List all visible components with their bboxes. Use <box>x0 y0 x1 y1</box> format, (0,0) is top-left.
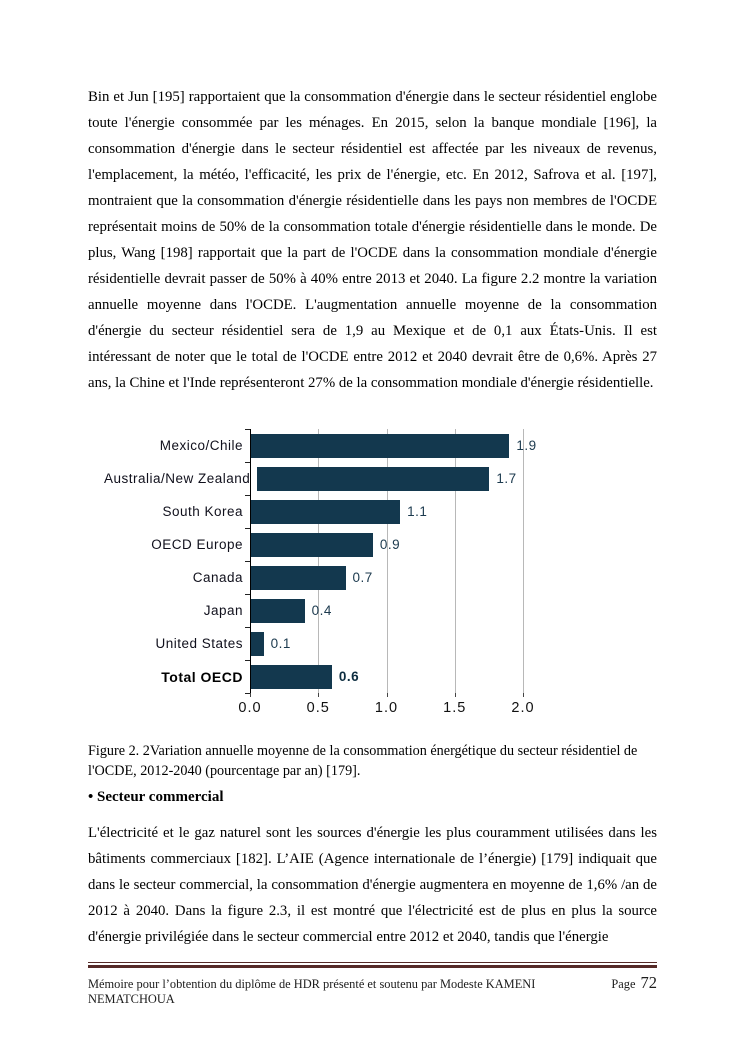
chart-x-tick-label: 0.5 <box>306 700 330 716</box>
chart-category-label: OECD Europe <box>151 537 243 552</box>
chart-bar <box>250 631 264 656</box>
chart-x-tick <box>386 693 388 697</box>
chart-y-axis-line <box>250 429 251 697</box>
chart-value-label: 0.1 <box>270 636 291 651</box>
paragraph-residential-sector: Bin et Jun [195] rapportaient que la con… <box>88 89 657 391</box>
footer-rule <box>88 962 657 968</box>
chart-y-tick <box>245 660 250 661</box>
chart-plot-area: Mexico/Chile 1.9 Australia/New Zealand 1.7 S… <box>104 429 584 697</box>
section-heading-label: Secteur commercial <box>97 789 224 805</box>
chart-x-axis: 0.0 0.5 1.0 1.5 2.0 <box>104 693 584 723</box>
chart-value-label: 1.7 <box>496 471 517 486</box>
chart-category-label: United States <box>155 636 243 651</box>
chart-x-tick-label: 1.0 <box>374 700 399 716</box>
chart-category-cell: Canada <box>104 570 250 585</box>
footer-page-indicator: Page 72 <box>611 973 657 993</box>
chart-y-tick <box>245 627 250 628</box>
chart-value-label: 1.1 <box>407 504 428 519</box>
chart-row: Mexico/Chile 1.9 <box>104 429 584 462</box>
chart-value-label: 1.9 <box>516 438 537 453</box>
chart-row: OECD Europe 0.9 <box>104 528 584 561</box>
chart-gridline <box>386 429 388 693</box>
chart-row: Japan 0.4 <box>104 594 584 627</box>
chart-value-label: 0.9 <box>379 537 401 552</box>
chart-bar <box>250 433 510 458</box>
chart-y-tick <box>245 594 250 595</box>
chart-bar <box>250 565 346 590</box>
paragraph-commercial-sector: L'électricité et le gaz naturel sont les… <box>88 825 657 945</box>
footer-page-number: 72 <box>640 973 658 992</box>
chart-row: Canada 0.7 <box>104 561 584 594</box>
chart-row: Total OECD 0.6 <box>104 660 584 693</box>
chart-bar <box>250 532 373 557</box>
chart-bar <box>250 598 305 623</box>
chart-value-label: 0.7 <box>352 570 373 585</box>
chart-x-tick-label: 1.5 <box>443 700 467 716</box>
chart-category-label: Australia/New Zealand <box>104 471 251 486</box>
chart-y-tick <box>245 462 250 463</box>
chart-x-tick-label: 0.0 <box>238 700 262 716</box>
chart-category-cell: Mexico/Chile <box>104 438 250 453</box>
figure-caption: Figure 2. 2Variation annuelle moyenne de… <box>88 743 638 779</box>
chart-x-tick <box>523 693 524 697</box>
chart-category-cell: Total OECD <box>104 669 250 685</box>
chart-category-label: Total OECD <box>161 668 243 685</box>
chart-x-tick-label: 2.0 <box>511 700 535 716</box>
chart-bar <box>250 664 332 689</box>
figure-2-2-bar-chart: Mexico/Chile 1.9 Australia/New Zealand 1.7 S… <box>104 429 584 725</box>
chart-category-cell: United States <box>104 636 250 651</box>
chart-x-tick <box>454 693 456 697</box>
chart-category-cell: South Korea <box>104 504 250 519</box>
chart-category-cell: Japan <box>104 603 250 618</box>
chart-x-tick <box>250 693 251 697</box>
chart-x-tick <box>318 693 320 697</box>
chart-y-tick <box>245 528 250 529</box>
chart-category-label: Canada <box>192 570 243 585</box>
footer-text: Mémoire pour l’obtention du diplôme de H… <box>88 977 536 1006</box>
chart-value-label: 0.6 <box>338 669 360 684</box>
chart-category-cell: OECD Europe <box>104 537 250 552</box>
page-footer: Mémoire pour l’obtention du diplôme de H… <box>88 973 657 1007</box>
chart-row: South Korea 1.1 <box>104 495 584 528</box>
chart-y-tick <box>245 561 250 562</box>
chart-y-tick <box>245 429 250 430</box>
bullet-icon: • <box>88 789 94 805</box>
chart-bar <box>250 499 401 524</box>
chart-category-label: Japan <box>203 603 243 618</box>
footer-page-label: Page <box>611 977 636 991</box>
chart-gridline <box>523 429 524 693</box>
chart-category-cell: Australia/New Zealand <box>104 471 257 486</box>
chart-gridline <box>318 429 320 693</box>
section-heading-secteur-commercial: • Secteur commercial <box>88 789 224 806</box>
chart-row: United States 0.1 <box>104 627 584 660</box>
chart-y-tick <box>245 693 250 694</box>
chart-gridline <box>454 429 456 693</box>
chart-category-label: Mexico/Chile <box>159 438 243 453</box>
chart-bar <box>257 466 490 491</box>
chart-y-tick <box>245 495 250 496</box>
chart-row: Australia/New Zealand 1.7 <box>104 462 584 495</box>
chart-category-label: South Korea <box>162 504 243 519</box>
chart-value-label: 0.4 <box>311 603 332 618</box>
